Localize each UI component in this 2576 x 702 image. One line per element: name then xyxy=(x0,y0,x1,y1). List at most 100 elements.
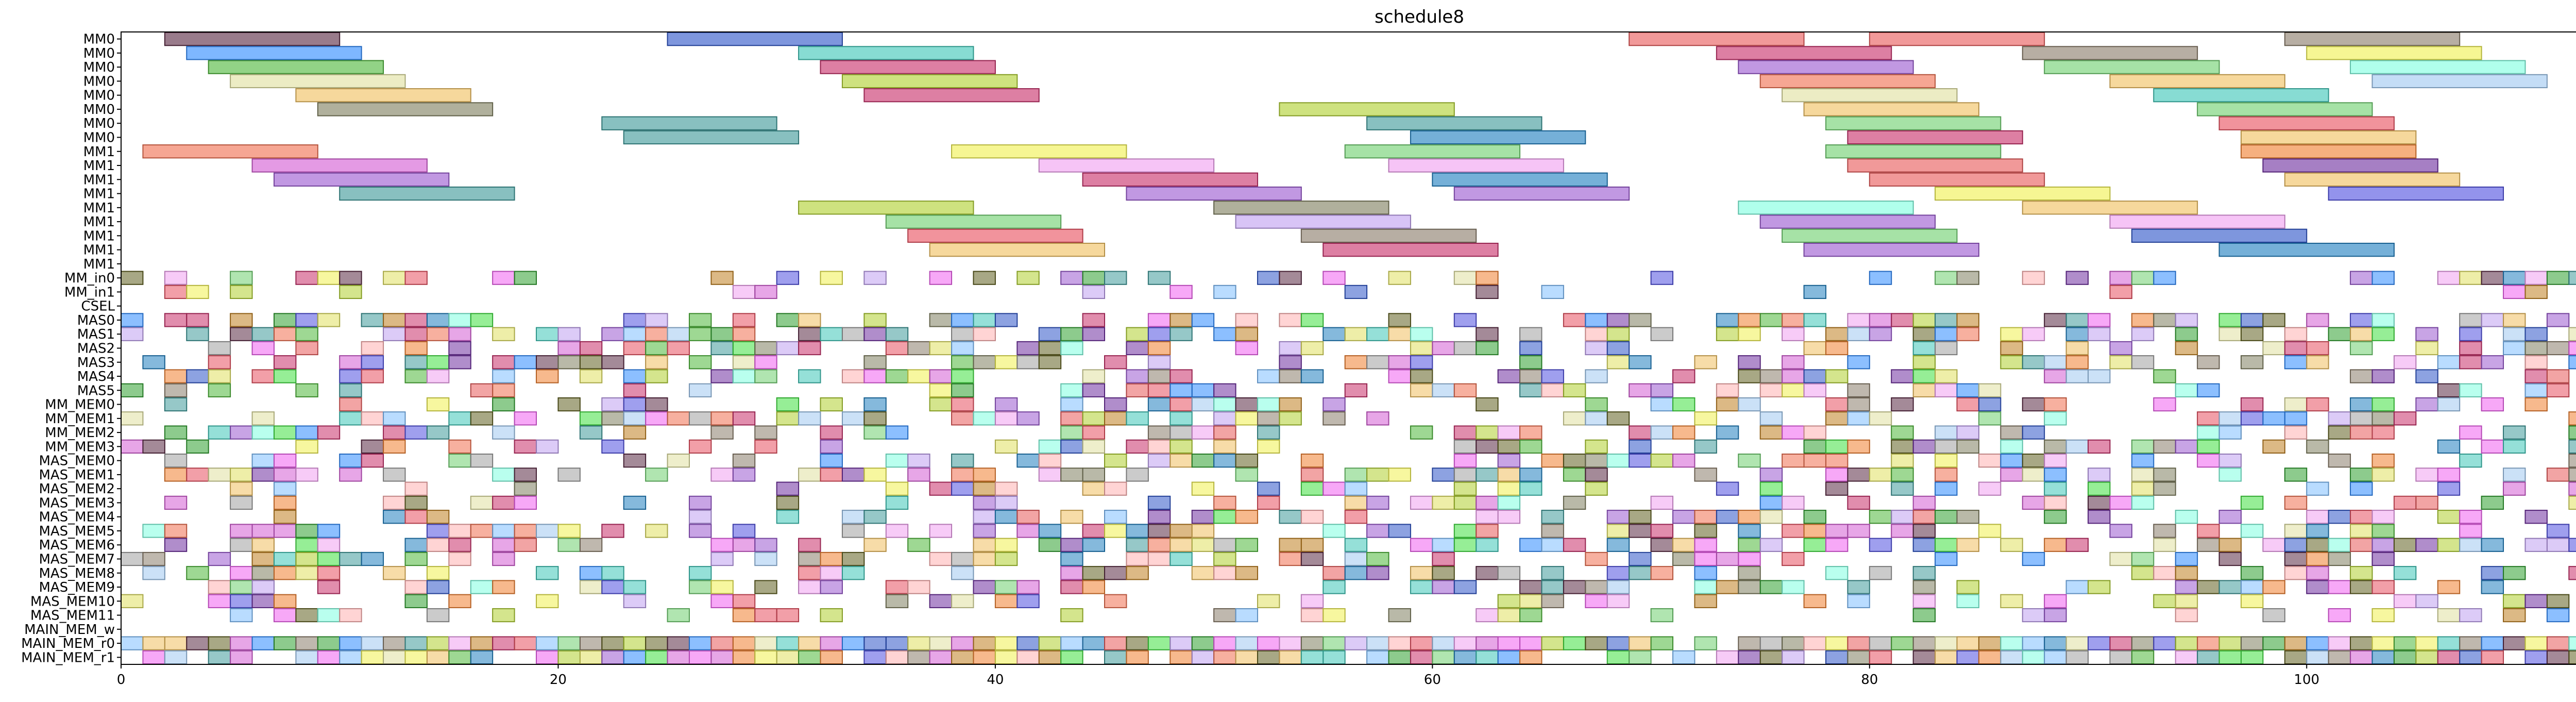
task-cell xyxy=(579,355,603,370)
task-cell xyxy=(2306,566,2329,580)
task-cell xyxy=(2328,510,2351,524)
task-bar xyxy=(2350,60,2526,74)
task-cell xyxy=(1891,425,1914,440)
task-cell xyxy=(863,425,887,440)
task-cell xyxy=(710,467,734,482)
task-cell xyxy=(2109,636,2132,650)
task-cell xyxy=(1541,454,1564,468)
task-cell xyxy=(1300,341,1324,356)
task-cell xyxy=(2022,608,2045,623)
task-cell xyxy=(1191,454,1215,468)
task-cell xyxy=(732,341,756,356)
task-cell xyxy=(251,580,275,594)
task-cell xyxy=(1323,271,1346,285)
task-cell xyxy=(2350,327,2373,341)
task-cell xyxy=(230,285,253,299)
task-cell xyxy=(1432,551,1455,566)
task-cell xyxy=(2240,327,2264,341)
task-cell xyxy=(1366,495,1389,510)
task-cell xyxy=(1912,369,1936,383)
task-bar xyxy=(2284,172,2461,187)
task-cell xyxy=(339,383,362,397)
task-cell xyxy=(1104,411,1127,426)
task-cell xyxy=(1082,467,1106,482)
task-cell xyxy=(1126,566,1149,580)
task-cell xyxy=(1585,580,1608,594)
task-cell xyxy=(1453,481,1477,496)
task-cell xyxy=(2328,551,2351,566)
task-cell xyxy=(1497,425,1521,440)
task-cell xyxy=(2175,580,2198,594)
task-cell xyxy=(1912,510,1936,524)
task-cell xyxy=(404,327,428,341)
task-cell xyxy=(1956,580,1979,594)
task-cell xyxy=(2131,454,2155,468)
task-cell xyxy=(514,481,537,496)
task-bar xyxy=(667,32,843,46)
task-cell xyxy=(1956,383,1979,397)
task-cell xyxy=(1891,636,1914,650)
task-bar xyxy=(2306,46,2482,60)
task-cell xyxy=(1213,538,1236,552)
task-cell xyxy=(1279,313,1302,327)
task-cell xyxy=(994,481,1018,496)
task-cell xyxy=(1694,636,1717,650)
task-cell xyxy=(514,271,537,285)
task-cell xyxy=(2284,650,2308,664)
task-cell xyxy=(448,551,471,566)
task-cell xyxy=(273,636,297,650)
task-cell xyxy=(1038,355,1062,370)
task-cell xyxy=(820,636,843,650)
task-cell xyxy=(1803,285,1826,299)
y-tick-label: MM0 xyxy=(83,46,115,61)
task-cell xyxy=(710,425,734,440)
task-cell xyxy=(1912,439,1936,454)
task-cell xyxy=(798,636,821,650)
task-cell xyxy=(208,551,231,566)
task-cell xyxy=(2546,341,2570,356)
task-cell xyxy=(273,327,297,341)
task-cell xyxy=(623,636,647,650)
task-cell xyxy=(1956,327,1979,341)
task-cell xyxy=(404,313,428,327)
task-cell xyxy=(994,510,1018,524)
x-tick-label: 0 xyxy=(117,672,126,688)
y-tick-labels: MM0MM0MM0MM0MM0MM0MM0MM0MM1MM1MM1MM1MM1M… xyxy=(21,32,121,665)
task-cell xyxy=(929,481,953,496)
y-tick-label: MM0 xyxy=(83,116,115,131)
task-cell xyxy=(2044,594,2067,608)
task-cell xyxy=(732,650,756,664)
task-cell xyxy=(2546,383,2570,397)
task-cell xyxy=(2437,397,2461,412)
task-cell xyxy=(339,454,362,468)
task-cell xyxy=(973,524,996,538)
task-bar xyxy=(1869,32,2045,46)
task-cell xyxy=(1410,369,1433,383)
task-cell xyxy=(230,538,253,552)
task-cell xyxy=(1935,383,1958,397)
task-cell xyxy=(2371,467,2395,482)
task-cell xyxy=(2284,538,2308,552)
task-cell xyxy=(2459,327,2482,341)
task-cell xyxy=(448,636,471,650)
task-cell xyxy=(2371,454,2395,468)
task-cell xyxy=(2568,327,2576,341)
task-cell xyxy=(2350,411,2373,426)
task-cell xyxy=(667,327,690,341)
task-cell xyxy=(1279,636,1302,650)
task-cell xyxy=(973,327,996,341)
task-cell xyxy=(2240,580,2264,594)
task-cell xyxy=(2284,341,2308,356)
task-cell xyxy=(754,425,777,440)
task-cell xyxy=(951,481,974,496)
task-cell xyxy=(1847,636,1870,650)
task-cell xyxy=(2175,566,2198,580)
task-cell xyxy=(1476,650,1499,664)
task-cell xyxy=(1847,411,1870,426)
task-cell xyxy=(251,566,275,580)
task-cell xyxy=(164,524,188,538)
task-cell xyxy=(317,524,341,538)
task-cell xyxy=(907,467,930,482)
task-cell xyxy=(2153,439,2176,454)
task-cell xyxy=(2328,411,2351,426)
